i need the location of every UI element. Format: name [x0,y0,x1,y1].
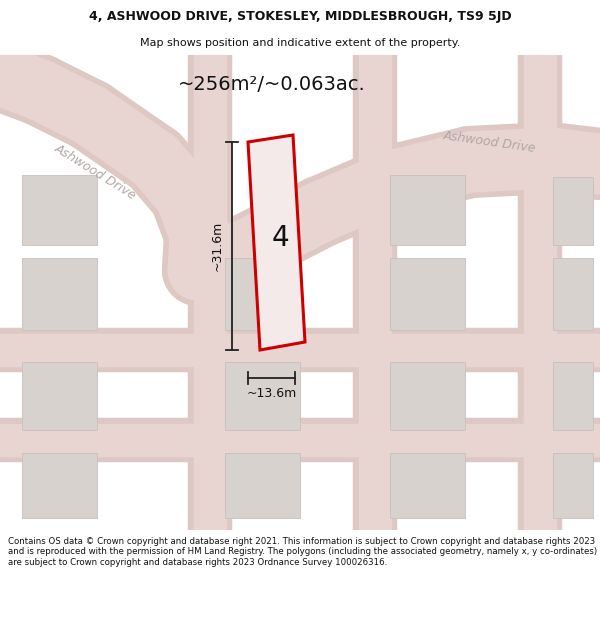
Bar [225,258,300,330]
Text: ~13.6m: ~13.6m [247,387,296,400]
Bar [22,175,97,245]
Bar [553,258,593,330]
Text: 4, ASHWOOD DRIVE, STOKESLEY, MIDDLESBROUGH, TS9 5JD: 4, ASHWOOD DRIVE, STOKESLEY, MIDDLESBROU… [89,10,511,23]
Polygon shape [248,135,305,350]
Text: ~31.6m: ~31.6m [211,221,224,271]
Bar [22,453,97,518]
Bar [22,258,97,330]
Bar [553,177,593,245]
Bar [22,362,97,430]
Bar [390,362,465,430]
Bar [225,453,300,518]
Text: Ashwood Drive: Ashwood Drive [52,142,138,202]
Bar [390,175,465,245]
Text: ~256m²/~0.063ac.: ~256m²/~0.063ac. [178,76,366,94]
Bar [225,362,300,430]
Bar [553,362,593,430]
Bar [390,453,465,518]
Bar [390,258,465,330]
Bar [553,453,593,518]
Text: Map shows position and indicative extent of the property.: Map shows position and indicative extent… [140,38,460,48]
Text: Ashwood Drive: Ashwood Drive [443,129,537,155]
Text: Contains OS data © Crown copyright and database right 2021. This information is : Contains OS data © Crown copyright and d… [8,537,597,567]
Text: 4: 4 [271,224,289,252]
